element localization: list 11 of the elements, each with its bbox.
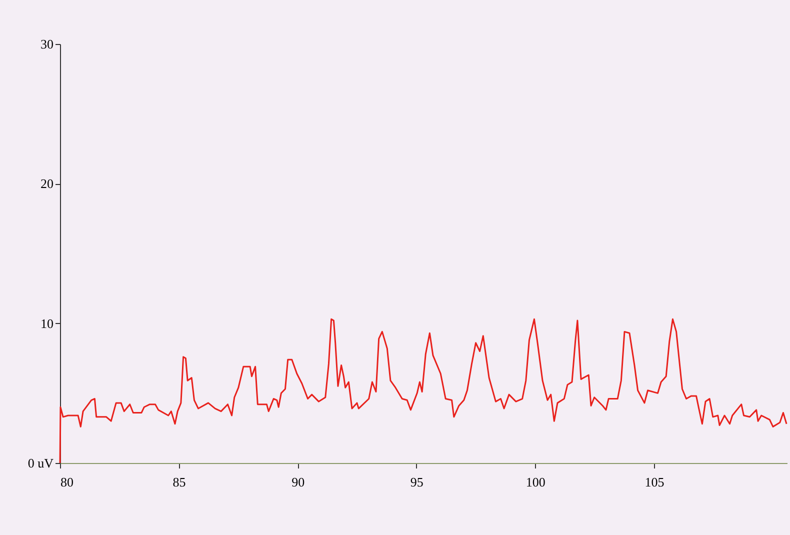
- y-tick-label: 30: [40, 36, 54, 52]
- x-tick-label: 95: [410, 474, 424, 490]
- y-tick-label: 20: [40, 176, 54, 192]
- x-tick-label: 105: [644, 474, 664, 490]
- line-series: [59, 318, 788, 464]
- y-tick-label: 10: [40, 316, 54, 331]
- x-tick-label: 80: [60, 474, 74, 490]
- x-tick-label: 100: [526, 474, 546, 490]
- x-tick-label: 85: [172, 474, 186, 490]
- x-tick-label: 90: [292, 474, 305, 490]
- y-tick-label: 0 uV: [28, 456, 54, 470]
